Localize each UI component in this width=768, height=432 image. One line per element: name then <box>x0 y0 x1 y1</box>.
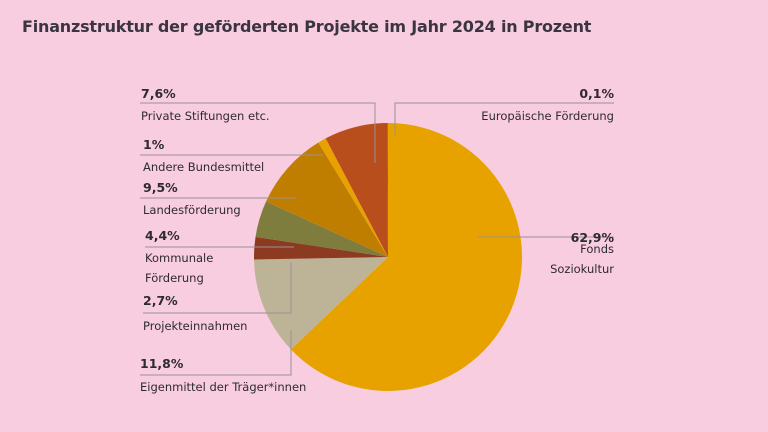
data-label-name: Private Stiftungen etc. <box>141 109 270 123</box>
data-label-value: 4,4% <box>145 228 180 243</box>
data-label-name: Fonds <box>580 242 614 256</box>
data-label-value: 0,1% <box>579 86 614 101</box>
pie-slice-6 <box>325 123 388 257</box>
data-label-name: Soziokultur <box>550 262 614 276</box>
data-label-value: 7,6% <box>141 86 176 101</box>
pie-slice-0 <box>290 123 522 391</box>
pie-slice-3 <box>255 201 388 257</box>
pie-slice-2 <box>254 236 388 260</box>
data-label-name: Europäische Förderung <box>481 109 614 123</box>
data-label-name: Kommunale <box>145 251 213 265</box>
leader-line-private <box>140 102 376 163</box>
pie-slice-1 <box>254 257 388 350</box>
pie-slice-5 <box>318 138 388 257</box>
data-label-name: Andere Bundesmittel <box>143 160 264 174</box>
data-label-name: Eigenmittel der Träger*innen <box>140 380 306 394</box>
pie-slice-7 <box>387 123 388 257</box>
data-label-name: Projekteinnahmen <box>143 319 247 333</box>
data-label-value: 2,7% <box>143 293 178 308</box>
leader-line-eu <box>394 102 614 135</box>
chart-title: Finanzstruktur der geförderten Projekte … <box>22 17 592 36</box>
data-label-value: 62,9% <box>571 230 615 245</box>
leader-line-projekt <box>143 262 292 314</box>
data-label-name: Förderung <box>145 271 204 285</box>
pie-slice-4 <box>266 142 388 257</box>
leader-line-eigen <box>140 330 292 376</box>
data-label-name: Landesförderung <box>143 203 241 217</box>
data-label-value: 11,8% <box>140 356 184 371</box>
data-label-value: 9,5% <box>143 180 178 195</box>
data-label-value: 1% <box>143 137 165 152</box>
